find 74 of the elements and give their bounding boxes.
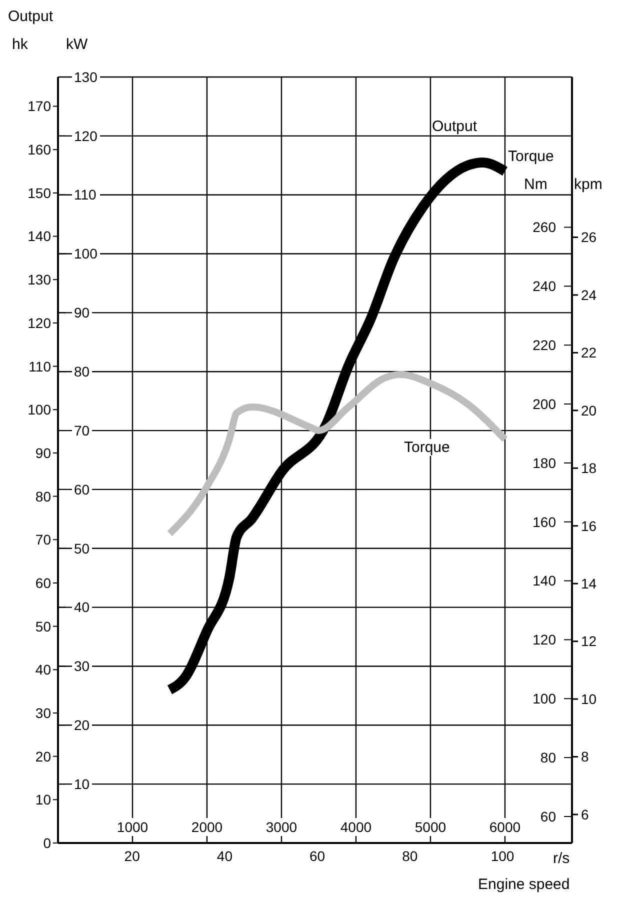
y2-tick-label: 120 <box>532 632 556 648</box>
y-tick-label: 10 <box>74 776 90 792</box>
y3-tick-label: 100 <box>28 402 52 418</box>
text: kpm <box>574 176 602 193</box>
y3-tick-label: 0 <box>43 834 52 851</box>
y-tick-label: 110 <box>74 186 97 203</box>
y-tick-label: 130 <box>74 68 98 85</box>
text: 12 <box>581 633 597 650</box>
x2-tick-label: 20 <box>124 848 140 864</box>
y3-tick-label: 150 <box>28 184 52 201</box>
y3-tick-label: 130 <box>28 272 52 288</box>
y2-axis-title: Nm <box>524 176 548 193</box>
text: 20 <box>581 402 597 418</box>
y2-tick-label: 80 <box>540 749 556 766</box>
x2-tick-label: 80 <box>402 848 418 864</box>
text: 26 <box>581 229 597 246</box>
text: Output <box>8 8 54 25</box>
y-tick-label: 60 <box>74 481 90 498</box>
y3-tick-label: 160 <box>28 142 52 158</box>
y3-tick-label: 20 <box>35 748 52 764</box>
text: 22 <box>581 344 597 361</box>
y-tick-label: 40 <box>74 599 90 616</box>
y3-tick-label: 40 <box>35 662 52 678</box>
y2-tick-label: 60 <box>540 808 556 824</box>
y3-tick-label: 140 <box>28 228 52 244</box>
y-axis-title: kW <box>66 36 88 53</box>
y2-tick-label: 260 <box>532 219 556 236</box>
y3-tick-label: 170 <box>28 98 52 114</box>
y2-tick-label: 200 <box>532 396 556 412</box>
y3-tick-label: 60 <box>35 574 52 591</box>
y3-tick-label: 120 <box>28 314 52 331</box>
y-tick-label: 120 <box>74 128 98 144</box>
y-tick-label: 100 <box>74 246 98 262</box>
y3-axis-title: hk <box>12 36 28 53</box>
y-tick-label: 50 <box>74 540 90 556</box>
x-axis-title: Engine speed <box>478 876 570 893</box>
text: 18 <box>581 460 597 476</box>
series-label: Output <box>432 118 478 135</box>
text: 14 <box>581 575 597 592</box>
x2-tick-label: 40 <box>216 848 233 864</box>
y-tick-label: 90 <box>74 304 90 321</box>
y2-tick-label: 220 <box>532 337 556 353</box>
text: Torque <box>398 439 456 456</box>
y-tick-label: 70 <box>74 422 90 438</box>
y3-tick-label: 110 <box>28 358 52 374</box>
text: 24 <box>581 286 597 303</box>
y3-tick-label: 90 <box>35 444 52 461</box>
y3-tick-label: 70 <box>35 532 52 548</box>
x-tick-label: 6000 <box>489 818 521 835</box>
text: 6 <box>581 806 589 822</box>
y3-tick-label: 10 <box>35 792 52 808</box>
text: 16 <box>581 518 597 534</box>
x-tick-label: 2000 <box>191 818 223 835</box>
text: 10 <box>581 690 597 707</box>
x2-axis-title: r/s <box>553 850 570 867</box>
y2-tick-label: 180 <box>532 454 556 471</box>
x2-tick-label: 100 <box>490 848 514 864</box>
x-tick-label: 5000 <box>414 818 446 835</box>
y-tick-label: 30 <box>74 658 90 674</box>
text: 8 <box>581 748 589 765</box>
y2-tick-label: 160 <box>532 514 556 530</box>
x2-tick-label: 60 <box>310 848 326 864</box>
y-tick-label: 20 <box>74 717 90 734</box>
y2-tick-label: 100 <box>532 690 556 707</box>
y2-tick-label: 240 <box>532 278 556 294</box>
y3-tick-label: 50 <box>35 618 52 634</box>
y3-tick-label: 80 <box>35 488 52 504</box>
y-tick-label: 80 <box>74 364 90 380</box>
x-tick-label: 4000 <box>340 818 372 835</box>
x-tick-label: 3000 <box>266 818 298 835</box>
y3-tick-label: 30 <box>35 704 52 721</box>
x-tick-label: 1000 <box>116 818 148 835</box>
y2-tick-label: 140 <box>532 572 556 589</box>
annotation: Torque <box>508 148 554 165</box>
